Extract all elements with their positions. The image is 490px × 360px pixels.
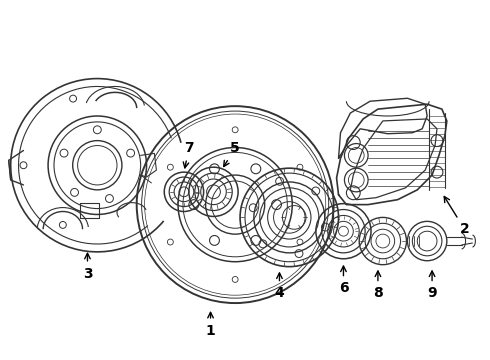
Text: 8: 8: [373, 271, 383, 300]
Text: 6: 6: [339, 266, 348, 295]
Text: 2: 2: [444, 197, 469, 236]
Text: 9: 9: [427, 271, 437, 300]
Text: 5: 5: [224, 141, 240, 167]
Text: 3: 3: [83, 253, 92, 280]
Text: 1: 1: [206, 312, 216, 338]
Text: 4: 4: [274, 273, 284, 300]
Text: 7: 7: [183, 141, 194, 168]
